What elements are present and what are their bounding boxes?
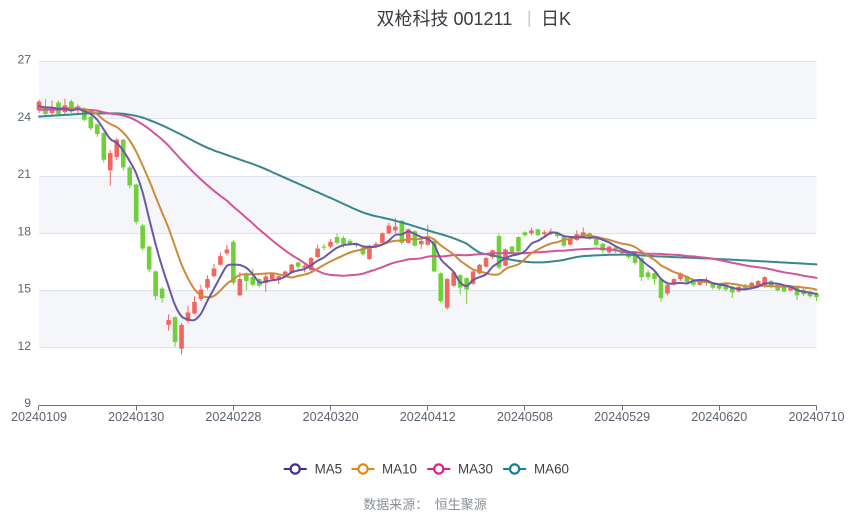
svg-text:MA60: MA60	[534, 462, 569, 477]
svg-text:9: 9	[24, 396, 31, 410]
svg-text:20240620: 20240620	[691, 410, 747, 424]
svg-text:15: 15	[17, 282, 31, 296]
svg-text:20240130: 20240130	[108, 410, 164, 424]
svg-text:双枪科技 001211: 双枪科技 001211	[377, 9, 513, 29]
svg-text:MA10: MA10	[382, 462, 417, 477]
svg-text:20240710: 20240710	[788, 410, 844, 424]
svg-text:21: 21	[17, 167, 31, 181]
svg-text:MA5: MA5	[315, 462, 343, 477]
svg-text:MA30: MA30	[458, 462, 493, 477]
svg-text:20240529: 20240529	[594, 410, 650, 424]
svg-text:20240412: 20240412	[400, 410, 456, 424]
svg-text:18: 18	[17, 224, 31, 238]
svg-text:日K: 日K	[541, 9, 571, 29]
svg-text:12: 12	[17, 339, 31, 353]
svg-text:20240508: 20240508	[497, 410, 553, 424]
svg-text:27: 27	[17, 53, 31, 67]
svg-text:数据来源： 恒生聚源: 数据来源： 恒生聚源	[363, 497, 487, 512]
svg-text:24: 24	[17, 110, 31, 124]
svg-text:20240228: 20240228	[205, 410, 261, 424]
svg-text:20240320: 20240320	[303, 410, 359, 424]
svg-text:20240109: 20240109	[11, 410, 67, 424]
